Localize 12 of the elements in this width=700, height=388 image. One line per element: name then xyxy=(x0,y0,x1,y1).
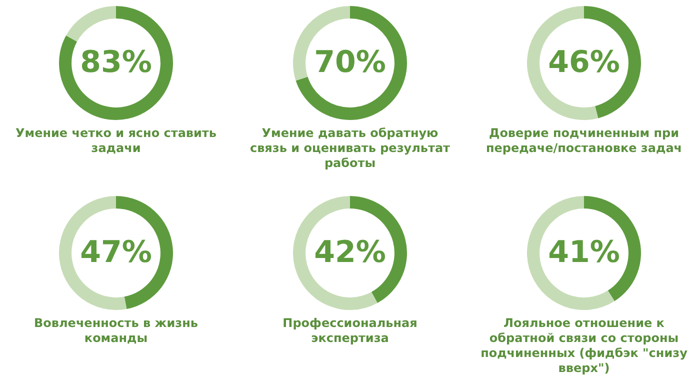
data-label: 47% xyxy=(80,234,152,270)
data-label: 46% xyxy=(548,44,620,80)
text: Вовлеченность в жизнь команды xyxy=(33,316,199,346)
text: Умение давать обратную связь и оценивать результат работы xyxy=(248,126,452,171)
data-label: 70% xyxy=(314,44,386,80)
data-label: 41% xyxy=(548,234,620,270)
data-label: 42% xyxy=(314,234,386,270)
text: Профессиональная экспертиза xyxy=(282,316,418,346)
text: Лояльное отношение к обратной связи со стороны подчиненных (фидбэк "снизу вверх") xyxy=(480,316,688,376)
text: Доверие подчиненным при передаче/постановке задач xyxy=(484,126,684,156)
text: Умение четко и ясно ставить задачи xyxy=(14,126,218,156)
data-label: 83% xyxy=(80,44,152,80)
